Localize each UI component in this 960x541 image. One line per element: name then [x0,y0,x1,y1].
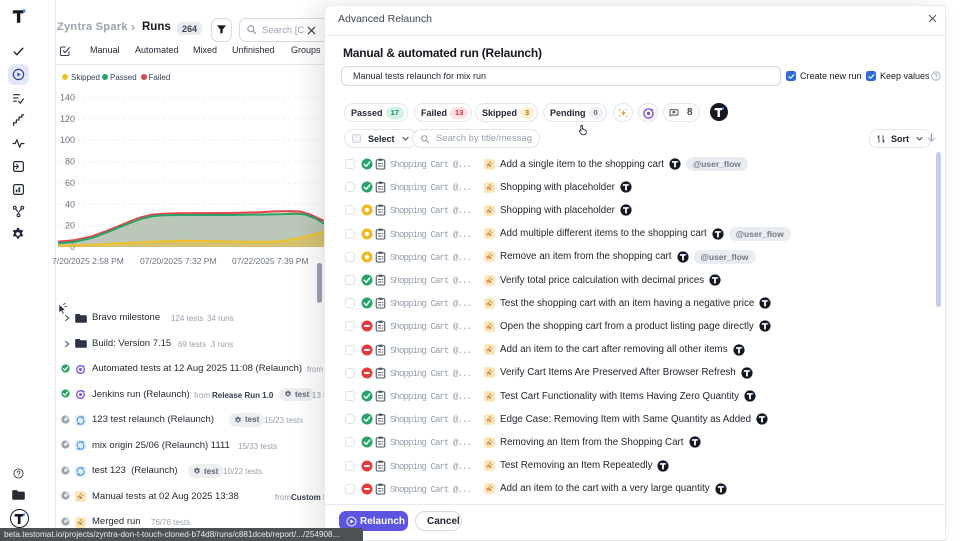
svg-text:80: 80 [65,157,75,167]
svg-text:7/20/2025 2:58 PM: 7/20/2025 2:58 PM [52,256,124,266]
svg-text:140: 140 [60,93,75,103]
svg-text:40: 40 [65,199,75,209]
svg-text:07/22/2025 7:39 PM: 07/22/2025 7:39 PM [232,256,309,266]
svg-text:20: 20 [65,221,75,231]
svg-text:120: 120 [60,114,75,124]
svg-text:07/20/2025 7:32 PM: 07/20/2025 7:32 PM [140,256,217,266]
svg-text:100: 100 [60,135,75,145]
svg-text:60: 60 [65,178,75,188]
